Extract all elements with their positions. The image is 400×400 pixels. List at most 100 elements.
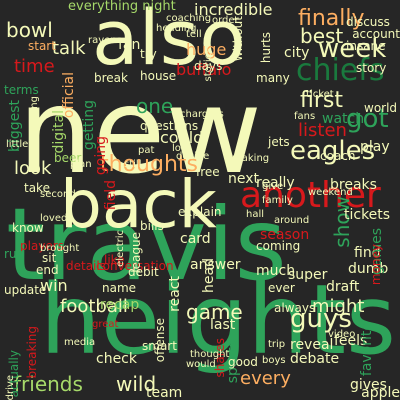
cloud-word: much	[256, 263, 296, 279]
cloud-word: feels	[334, 333, 368, 349]
cloud-word: chiefs	[296, 53, 385, 88]
cloud-word: try	[140, 47, 157, 61]
cloud-word: name	[102, 281, 137, 295]
cloud-word: sit	[42, 251, 57, 265]
cloud-word: city	[284, 45, 310, 61]
cloud-word: terms	[4, 83, 39, 97]
cloud-word: everything night	[68, 0, 176, 14]
cloud-word: huge	[186, 40, 227, 59]
cloud-word: debit	[128, 265, 159, 279]
cloud-word: breaks	[330, 177, 377, 193]
cloud-word: hurts	[259, 32, 273, 64]
cloud-word: making	[232, 153, 270, 164]
cloud-word: always	[274, 301, 316, 315]
cloud-word: recap	[100, 297, 140, 313]
cloud-word: chargers	[180, 109, 224, 120]
cloud-word: guys	[290, 304, 352, 334]
cloud-word: dumb	[348, 261, 389, 277]
cloud-word: house	[140, 69, 177, 83]
cloud-word: update	[4, 283, 47, 297]
cloud-word: digital	[51, 110, 67, 154]
cloud-word: watch	[322, 111, 365, 127]
cloud-word: card	[180, 231, 211, 247]
cloud-word: would	[186, 359, 216, 370]
cloud-word: talk	[52, 38, 86, 59]
cloud-word: eagles	[290, 136, 376, 166]
cloud-word: decide	[176, 151, 210, 162]
cloud-word: start	[28, 39, 56, 53]
cloud-word: coaching	[166, 13, 212, 24]
cloud-word: check	[96, 351, 137, 367]
cloud-word: also	[92, 0, 246, 82]
cloud-word: play	[360, 139, 390, 155]
cloud-word: smart	[142, 339, 177, 353]
cloud-word: money	[369, 244, 383, 286]
cloud-word: still	[124, 159, 142, 170]
cloud-word: heights	[40, 264, 397, 376]
cloud-word: account	[352, 27, 400, 41]
cloud-word: buffalo	[176, 60, 232, 79]
cloud-word: game	[186, 300, 243, 324]
cloud-word: got	[346, 104, 389, 134]
cloud-word: favorite	[359, 322, 375, 377]
cloud-word: might	[312, 296, 365, 317]
cloud-word: look	[14, 158, 52, 179]
cloud-word: head	[201, 258, 217, 293]
cloud-word: beer	[54, 151, 82, 165]
cloud-word: loved	[40, 213, 68, 224]
cloud-word: second	[40, 189, 76, 200]
cloud-word: good	[228, 355, 258, 369]
cloud-word: many	[256, 71, 290, 85]
cloud-word: family	[262, 195, 293, 206]
cloud-word: drive	[5, 374, 16, 400]
cloud-word: hall	[246, 209, 265, 220]
cloud-word: around	[274, 215, 310, 226]
cloud-word: insane	[346, 39, 386, 53]
cloud-word: finally	[298, 6, 365, 31]
cloud-word: players	[20, 239, 64, 253]
cloud-word: friends	[14, 372, 83, 396]
cloud-word: explain	[178, 205, 222, 219]
cloud-word: football	[60, 296, 128, 317]
cloud-word: react	[167, 276, 183, 312]
cloud-word: next	[228, 171, 260, 187]
cloud-word: listen	[298, 120, 347, 141]
cloud-word: last	[210, 317, 236, 333]
cloud-word: conversation	[96, 259, 174, 273]
cloud-word: lot	[172, 143, 185, 154]
cloud-word: fan	[118, 37, 141, 53]
cloud-word: another	[240, 175, 381, 216]
cloud-word: coming	[256, 239, 301, 253]
cloud-word: story	[356, 61, 387, 75]
cloud-word: breaking	[25, 326, 39, 379]
cloud-word: pat	[138, 145, 155, 156]
cloud-word: time	[14, 56, 55, 77]
cloud-word: stories	[203, 48, 214, 82]
cloud-word: travis	[6, 186, 287, 303]
cloud-word: bills	[140, 219, 164, 233]
cloud-word: thoughts	[100, 152, 198, 177]
cloud-word: trip	[268, 339, 286, 350]
cloud-word: league	[129, 232, 143, 273]
cloud-word: details	[66, 259, 106, 273]
cloud-word: new	[18, 62, 262, 200]
cloud-word: tell	[186, 29, 202, 40]
cloud-word: coach	[320, 149, 356, 163]
cloud-word: fans	[294, 111, 316, 122]
cloud-word: days	[194, 59, 223, 73]
cloud-word: offense	[153, 318, 167, 363]
cloud-word: weekend	[308, 187, 353, 198]
cloud-word: reveal	[290, 337, 334, 353]
cloud-word: jets	[268, 135, 290, 149]
cloud-word: field	[103, 180, 119, 211]
cloud-word: questions	[140, 119, 199, 133]
cloud-word: incredible	[194, 0, 273, 19]
cloud-word: heading	[156, 23, 197, 34]
cloud-word: going	[93, 136, 109, 176]
cloud-word: apple	[361, 385, 400, 400]
cloud-word: take	[24, 181, 50, 195]
cloud-word: super	[288, 267, 328, 283]
cloud-word: bowl	[6, 18, 53, 42]
cloud-word: ticket	[306, 89, 334, 100]
